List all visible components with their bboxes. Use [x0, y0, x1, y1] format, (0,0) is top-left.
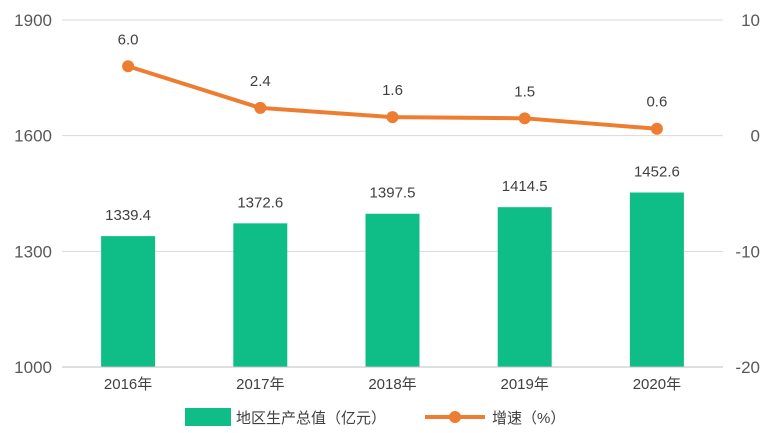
line-point [386, 111, 399, 124]
x-axis: 2016年 2017年 2018年 2019年 2020年 [62, 366, 723, 393]
line-point [518, 112, 531, 125]
bar [365, 213, 420, 367]
line-data-label: 1.6 [382, 82, 403, 99]
bar-data-label: 1452.6 [634, 163, 680, 180]
bar-series [101, 192, 684, 367]
legend-bar-swatch [185, 408, 231, 426]
bar-data-label: 1339.4 [105, 207, 151, 224]
x-tick-label: 2016年 [104, 376, 152, 393]
line-data-label: 6.0 [118, 31, 139, 48]
x-tick-label: 2017年 [236, 376, 284, 393]
x-tick-label: 2018年 [368, 376, 416, 393]
line-point [254, 101, 267, 114]
bar [233, 223, 288, 367]
right-y-tick-label: 10 [741, 11, 760, 30]
line-data-label: 2.4 [250, 73, 271, 90]
left-y-tick-label: 1000 [14, 358, 52, 377]
right-y-tick-label: 0 [751, 127, 760, 146]
line-point [650, 122, 663, 135]
bar-data-label: 1414.5 [502, 178, 548, 195]
x-tick-label: 2020年 [633, 376, 681, 393]
line-point [122, 60, 135, 73]
x-tick-label: 2019年 [501, 376, 549, 393]
legend-line-marker [449, 411, 461, 423]
left-y-tick-label: 1300 [14, 242, 52, 261]
legend: 地区生产总值（亿元） 增速（%） [185, 408, 565, 427]
right-y-axis: -20 -10 0 10 [735, 11, 760, 377]
left-y-axis: 1000 1300 1600 1900 [14, 11, 52, 377]
line-data-labels: 6.0 2.4 1.6 1.5 0.6 [118, 31, 668, 110]
bar [101, 236, 156, 367]
bar [497, 207, 552, 367]
legend-line-label: 增速（%） [492, 410, 565, 427]
line-series [122, 60, 663, 135]
line-data-label: 0.6 [646, 94, 667, 111]
right-y-tick-label: -20 [735, 358, 760, 377]
line-data-label: 1.5 [514, 83, 535, 100]
legend-bar-label: 地区生产总值（亿元） [236, 410, 386, 427]
bar-data-labels: 1339.4 1372.6 1397.5 1414.5 1452.6 [105, 163, 680, 224]
bar-data-label: 1372.6 [237, 194, 283, 211]
left-y-tick-label: 1900 [14, 11, 52, 30]
bar-data-label: 1397.5 [370, 185, 416, 202]
left-y-tick-label: 1600 [14, 127, 52, 146]
bar [629, 192, 684, 367]
right-y-tick-label: -10 [735, 242, 760, 261]
